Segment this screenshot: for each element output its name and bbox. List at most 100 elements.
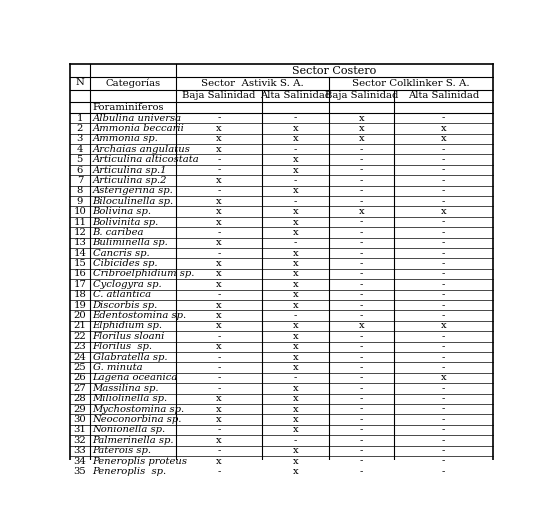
Text: -: - [360, 186, 363, 195]
Text: -: - [217, 332, 221, 341]
Text: Neoconorbina sp.: Neoconorbina sp. [93, 415, 182, 424]
Text: 11: 11 [74, 218, 86, 226]
Text: 5: 5 [77, 155, 83, 164]
Text: x: x [216, 238, 222, 247]
Text: Peneroplis  sp.: Peneroplis sp. [93, 467, 167, 476]
Text: -: - [217, 165, 221, 175]
Text: -: - [217, 249, 221, 257]
Text: x: x [293, 415, 299, 424]
Text: 12: 12 [74, 228, 86, 237]
Text: -: - [360, 238, 363, 247]
Text: x: x [216, 457, 222, 466]
Text: Paterois sp.: Paterois sp. [93, 446, 152, 455]
Text: x: x [216, 134, 222, 143]
Text: -: - [441, 155, 445, 164]
Text: Articulina sp.1: Articulina sp.1 [93, 165, 167, 175]
Text: -: - [360, 384, 363, 393]
Text: Sector Colklinker S. A.: Sector Colklinker S. A. [352, 79, 469, 88]
Text: -: - [360, 436, 363, 445]
Text: -: - [441, 467, 445, 476]
Text: -: - [360, 145, 363, 154]
Text: x: x [293, 290, 299, 299]
Text: -: - [441, 342, 445, 351]
Text: -: - [360, 228, 363, 237]
Text: -: - [360, 425, 363, 434]
Text: -: - [441, 196, 445, 206]
Text: -: - [441, 405, 445, 414]
Text: -: - [441, 259, 445, 268]
Text: -: - [217, 186, 221, 195]
Text: -: - [360, 353, 363, 362]
Text: 20: 20 [74, 311, 86, 320]
Text: Baja Salinidad: Baja Salinidad [182, 92, 256, 100]
Text: Alta Salinidad: Alta Salinidad [408, 92, 479, 100]
Text: -: - [217, 446, 221, 455]
Text: 16: 16 [74, 269, 86, 279]
Text: -: - [294, 436, 298, 445]
Text: 26: 26 [74, 373, 86, 383]
Text: 35: 35 [74, 467, 86, 476]
Text: x: x [293, 446, 299, 455]
Text: Articulina sp.2: Articulina sp.2 [93, 176, 167, 185]
Text: -: - [360, 280, 363, 289]
Text: 1: 1 [77, 114, 83, 123]
Text: x: x [358, 322, 365, 330]
Text: x: x [293, 405, 299, 414]
Text: -: - [294, 311, 298, 320]
Text: Foraminiferos: Foraminiferos [93, 103, 164, 112]
Text: -: - [360, 467, 363, 476]
Text: x: x [216, 301, 222, 310]
Text: -: - [441, 218, 445, 226]
Text: x: x [293, 353, 299, 362]
Text: -: - [441, 311, 445, 320]
Text: -: - [360, 176, 363, 185]
Text: Cribroelphidium sp.: Cribroelphidium sp. [93, 269, 194, 279]
Text: -: - [360, 405, 363, 414]
Text: x: x [293, 134, 299, 143]
Text: x: x [358, 114, 365, 123]
Text: Bolivinita sp.: Bolivinita sp. [93, 218, 159, 226]
Text: -: - [294, 145, 298, 154]
Text: -: - [441, 249, 445, 257]
Text: x: x [293, 457, 299, 466]
Text: 15: 15 [74, 259, 86, 268]
Text: -: - [441, 186, 445, 195]
Text: Florilus sloani: Florilus sloani [93, 332, 165, 341]
Text: Asterigerina sp.: Asterigerina sp. [93, 186, 173, 195]
Text: -: - [360, 249, 363, 257]
Text: -: - [360, 196, 363, 206]
Text: 8: 8 [77, 186, 83, 195]
Text: x: x [293, 165, 299, 175]
Text: -: - [360, 259, 363, 268]
Text: Baja Salinidad: Baja Salinidad [325, 92, 398, 100]
Text: x: x [293, 332, 299, 341]
Text: 29: 29 [74, 405, 86, 414]
Text: -: - [441, 332, 445, 341]
Text: x: x [216, 124, 222, 133]
Text: 7: 7 [77, 176, 83, 185]
Text: -: - [217, 467, 221, 476]
Text: -: - [441, 457, 445, 466]
Text: Ammonia sp.: Ammonia sp. [93, 134, 159, 143]
Text: x: x [216, 394, 222, 403]
Text: 6: 6 [77, 165, 83, 175]
Text: 17: 17 [74, 280, 86, 289]
Text: x: x [293, 363, 299, 372]
Text: Albulina universa: Albulina universa [93, 114, 182, 123]
Text: Discorbis sp.: Discorbis sp. [93, 301, 158, 310]
Text: 22: 22 [74, 332, 86, 341]
Text: x: x [216, 259, 222, 268]
Text: -: - [441, 353, 445, 362]
Text: x: x [358, 134, 365, 143]
Text: x: x [216, 280, 222, 289]
Text: 10: 10 [74, 207, 86, 216]
Text: B. caribea: B. caribea [93, 228, 144, 237]
Text: x: x [293, 394, 299, 403]
Text: C. atlantica: C. atlantica [93, 290, 151, 299]
Text: -: - [294, 373, 298, 383]
Text: 31: 31 [74, 425, 86, 434]
Text: x: x [293, 425, 299, 434]
Text: Sector  Astivik S. A.: Sector Astivik S. A. [201, 79, 304, 88]
Text: -: - [217, 363, 221, 372]
Text: Massilina sp.: Massilina sp. [93, 384, 159, 393]
